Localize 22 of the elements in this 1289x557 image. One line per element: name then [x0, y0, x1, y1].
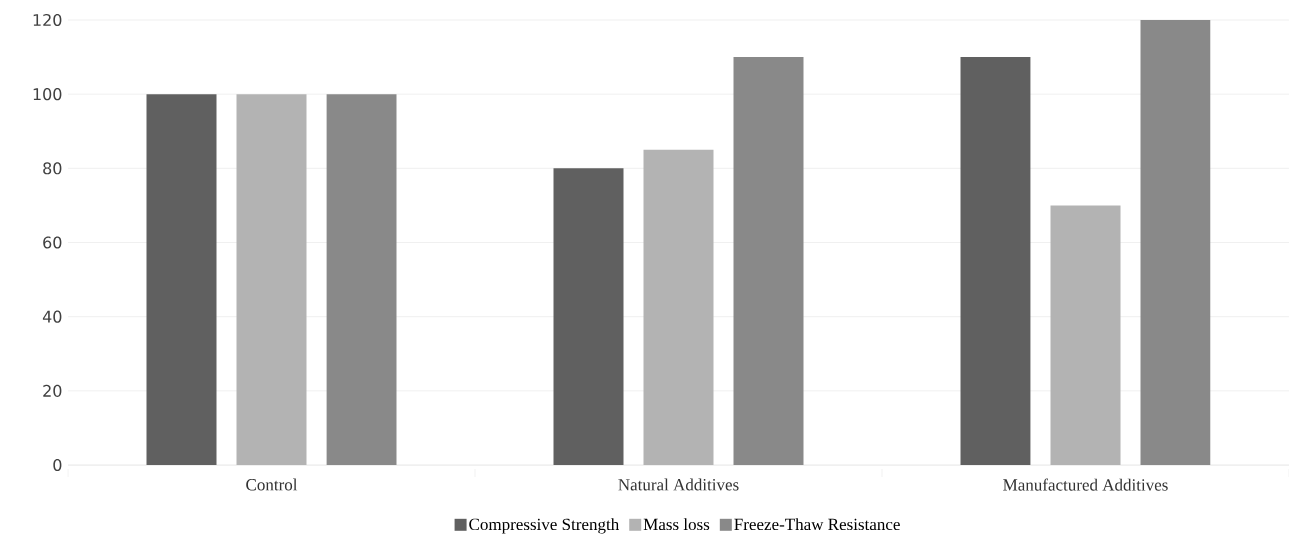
bar — [733, 57, 804, 465]
x-tick-label: Manufactured Additives — [1003, 478, 1168, 491]
x-tick-label: Control — [246, 478, 298, 491]
y-tick-label: 100 — [33, 88, 62, 101]
x-tick-label: Natural Additives — [618, 478, 739, 491]
legend-label: Compressive Strength — [469, 518, 619, 534]
bar — [643, 149, 714, 465]
legend-label: Mass loss — [643, 518, 710, 531]
bar — [1050, 205, 1121, 465]
y-tick-label: 60 — [43, 236, 62, 249]
y-tick-label: 0 — [53, 458, 62, 472]
bar — [146, 94, 217, 465]
bar — [960, 57, 1031, 465]
y-tick-label: 20 — [43, 384, 62, 397]
legend-label: Freeze-Thaw Resistance — [734, 518, 900, 531]
bar — [1140, 20, 1211, 465]
y-tick-label: 40 — [42, 310, 62, 323]
bar — [326, 94, 397, 465]
bar — [553, 168, 624, 465]
y-tick-label: 80 — [43, 162, 62, 175]
bar — [236, 94, 307, 465]
y-tick-label: 120 — [33, 13, 62, 27]
